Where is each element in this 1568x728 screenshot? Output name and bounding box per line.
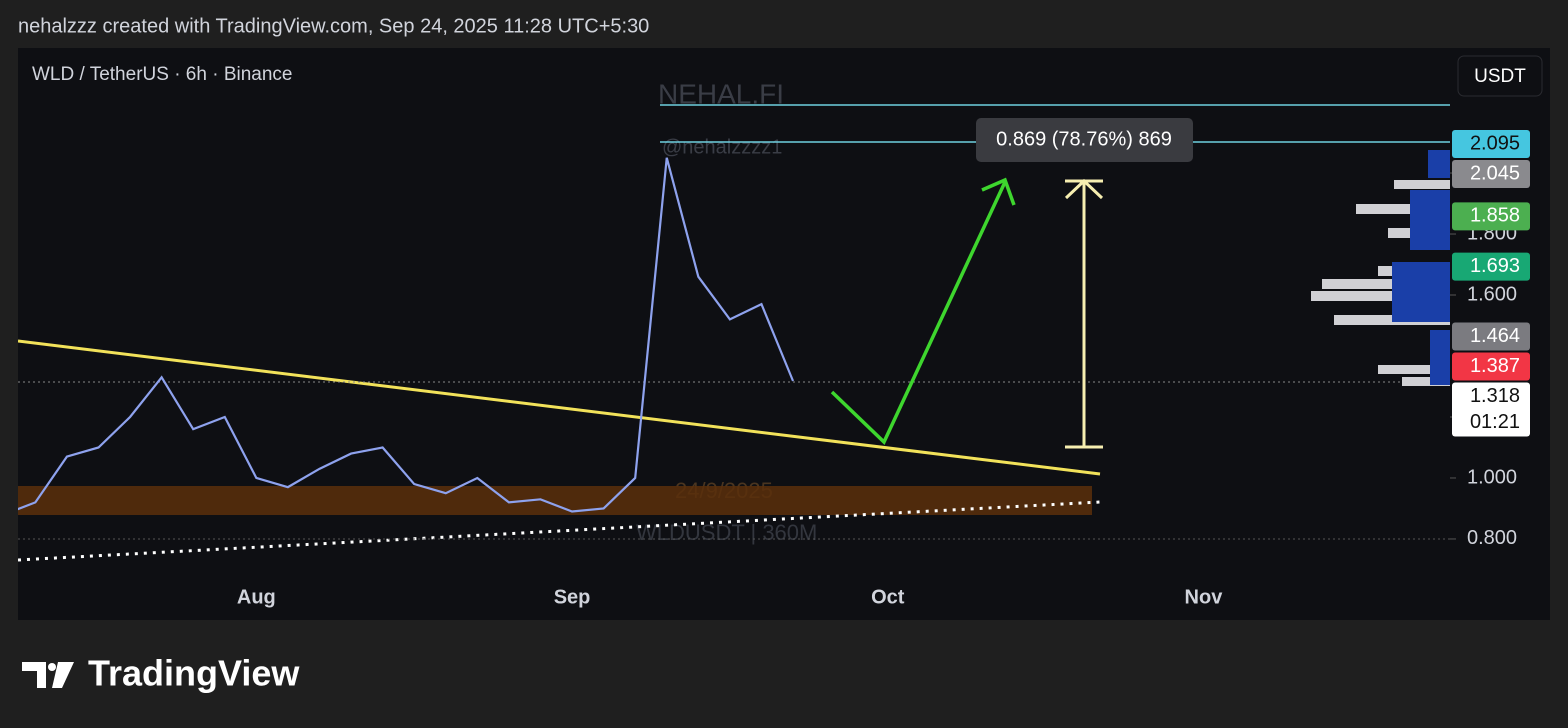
price-tag — [1452, 160, 1530, 189]
price-tag-label: 1.464 — [1470, 325, 1520, 347]
arrow-head — [981, 177, 1016, 206]
watermark: NEHAL.FI — [658, 78, 784, 109]
plot — [18, 104, 1450, 562]
y-tick-label: 1.000 — [1467, 466, 1517, 488]
price-tag — [1452, 130, 1530, 159]
dotted-trend — [18, 500, 1101, 562]
logo-dot — [48, 663, 56, 671]
price-tag — [1452, 202, 1530, 231]
symbol-title: WLD / TetherUS · 6h · Binance — [32, 64, 292, 85]
price-tag — [1452, 352, 1530, 381]
price-tag — [1452, 382, 1530, 437]
measure-label: 0.869 (78.76%) 869 — [996, 128, 1172, 150]
support-zone — [18, 486, 1092, 515]
price-tag-label: 1.318 — [1470, 385, 1520, 407]
measure-head — [1064, 178, 1104, 200]
x-tick-label: Sep — [554, 586, 591, 608]
logo-mark — [22, 662, 74, 688]
watermark: @nehalzzzz1 — [662, 136, 782, 158]
price-tag-label: 1.693 — [1470, 255, 1520, 277]
volume-profile-buy — [1392, 150, 1450, 385]
header: nehalzzz created with TradingView.com, S… — [18, 15, 649, 37]
price-tag — [1452, 252, 1530, 281]
currency[interactable]: USDT — [1474, 66, 1526, 87]
y-tick-label: 1.600 — [1467, 283, 1517, 305]
watermark: WLDUSDT | 360M — [636, 520, 817, 545]
x-tick-label: Nov — [1185, 586, 1224, 608]
projection-arrow — [830, 181, 1007, 445]
price-tag — [1452, 322, 1530, 351]
trend-line — [18, 339, 1101, 476]
measure-label-box — [976, 118, 1193, 162]
price-tag-label: 1.387 — [1470, 355, 1520, 377]
x-tick-label: Oct — [871, 586, 905, 608]
chart-panel — [18, 48, 1550, 620]
countdown: 01:21 — [1470, 411, 1520, 433]
footer-logo: TradingView — [88, 653, 300, 694]
price-tag-label: 2.045 — [1470, 162, 1520, 184]
price-tag-label: 2.095 — [1470, 132, 1520, 154]
currency-button[interactable] — [1457, 55, 1543, 97]
price-line — [18, 157, 795, 513]
x-tick-label: Aug — [237, 586, 276, 608]
price-tag-label: 1.858 — [1470, 205, 1520, 227]
y-tick-label: 0.800 — [1467, 527, 1517, 549]
